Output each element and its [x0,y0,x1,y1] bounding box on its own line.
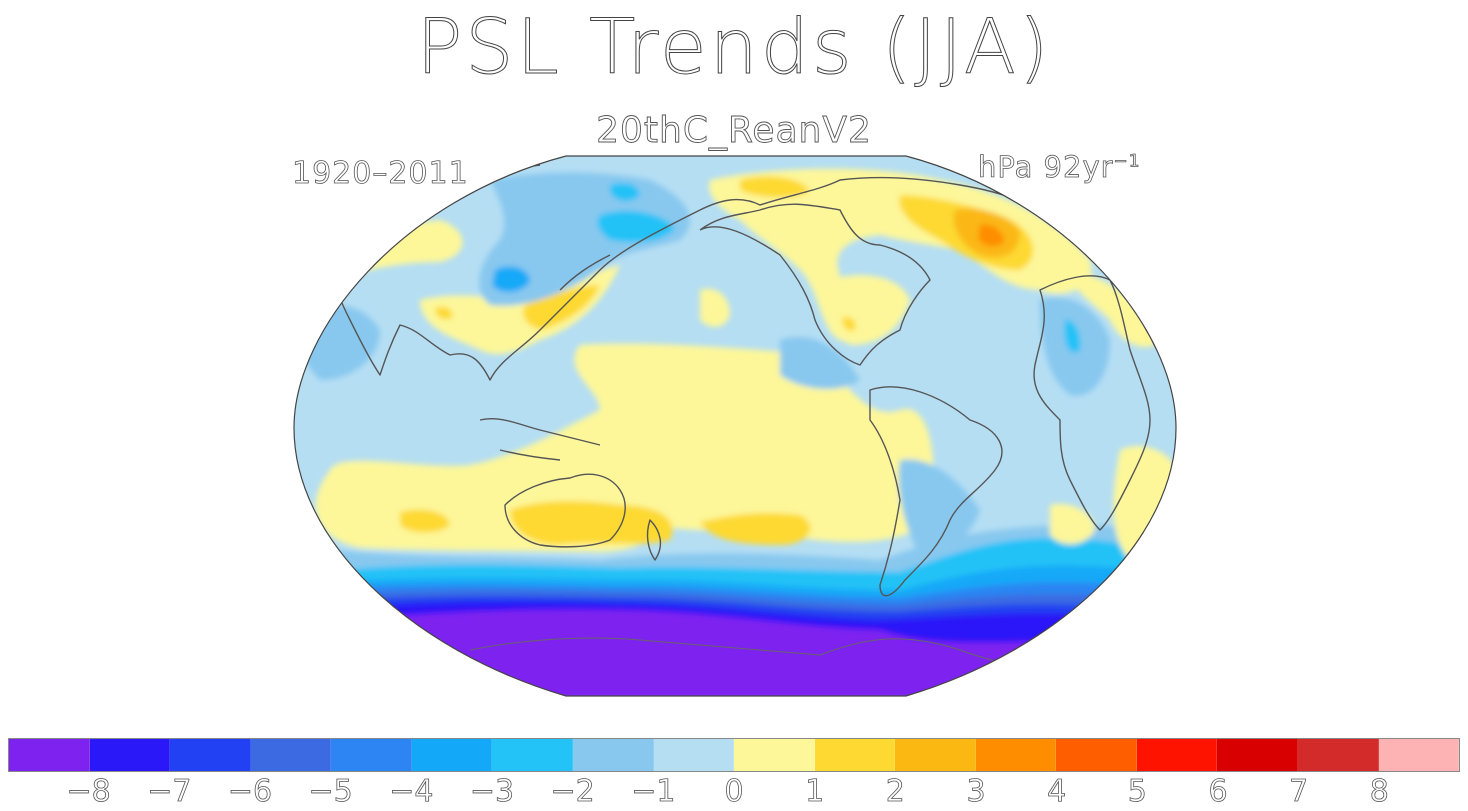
north-pacific-dot-1 [610,183,640,202]
colorbar-tick-label: 2 [885,774,905,810]
colorbar-swatch [1136,739,1218,771]
colorbar-swatch [331,739,412,771]
colorbar-tick-label: −7 [147,774,192,810]
indonesia-coast [479,418,601,461]
colorbar-tick-label: −4 [389,774,434,810]
europe-africa-coast [1033,275,1151,531]
australia-coast [504,473,626,548]
north-pacific-yellow [740,176,810,198]
south-atlantic-dot [1050,504,1095,545]
colorbar-tick-label: 4 [1047,774,1067,810]
colorbar-swatch [814,739,896,771]
colorbar-swatch [1217,739,1298,771]
colorbar-tick-label: −5 [308,774,353,810]
period-label: 1920–2011 [292,156,469,192]
tropical-negative [780,336,860,390]
na-east-core [842,317,856,331]
northeast-positive [1070,270,1160,348]
pacific-ne-positive [700,288,730,327]
antarctica-coast [469,637,1081,681]
north-atlantic-positive [709,168,1092,344]
north-pacific-dot-2 [492,266,530,293]
north-pacific-core [597,210,675,243]
south-america-negative [898,459,980,556]
north-america-coast [699,203,931,366]
colorbar-tick-label: 5 [1127,774,1147,810]
colorbar-swatch [9,739,90,771]
dataset-label: 20thC_ReanV2 [596,110,872,152]
atlantic-negative-core [1064,319,1081,353]
south-atlantic-positive [1113,446,1176,560]
new-zealand-coast [646,519,662,561]
southern-yellow-blob-2 [510,501,673,545]
north-pacific-negative [479,172,690,306]
asia-positive-dot [435,306,453,320]
colorbar-tick-label: 8 [1369,774,1389,810]
colorbar-tick-label: 6 [1208,774,1228,810]
colorbar-swatch [653,739,735,771]
globe-outline [293,155,1177,697]
colorbar-tick-label: −8 [66,774,111,810]
colorbar-swatch [1056,739,1137,771]
chart-title: PSL Trends (JJA) [416,2,1052,92]
colorbar-swatch [734,739,815,771]
southern-yellow-blob-1 [400,509,450,533]
europe-max [978,224,1005,247]
colorbar-swatch [572,739,654,771]
colorbar [8,738,1460,772]
colorbar-swatch [1298,739,1379,771]
colorbar-tick-label: 3 [966,774,986,810]
colorbar-tick-label: −2 [550,774,595,810]
colorbar-swatch [1378,739,1460,771]
colorbar-swatch [170,739,251,771]
southern-yellow-blob-3 [700,512,811,545]
japan-coast [559,254,611,291]
colorbar-swatch [975,739,1057,771]
colorbar-tick-label: 1 [805,774,825,810]
colorbar-swatch [89,739,171,771]
colorbar-tick-label: 7 [1289,774,1309,810]
colorbar-tick-label: −6 [227,774,273,810]
colorbar-tick-label: −1 [631,774,676,810]
colorbar-swatch [411,739,493,771]
colorbar-swatch [492,739,573,771]
colorbar-tick-label: 0 [724,774,744,810]
south-america-coast [869,386,1003,597]
colorbar-swatch [895,739,976,771]
colorbar-ticks: −8 −7 −6 −5 −4 −3 −2 −1 0 1 2 3 4 5 6 7 8 [0,774,1468,810]
units-label: hPa 92yr−1 [978,150,1141,185]
colorbar-swatch [250,739,332,771]
colorbar-tick-label: −3 [469,774,515,810]
trend-map [293,155,1177,697]
